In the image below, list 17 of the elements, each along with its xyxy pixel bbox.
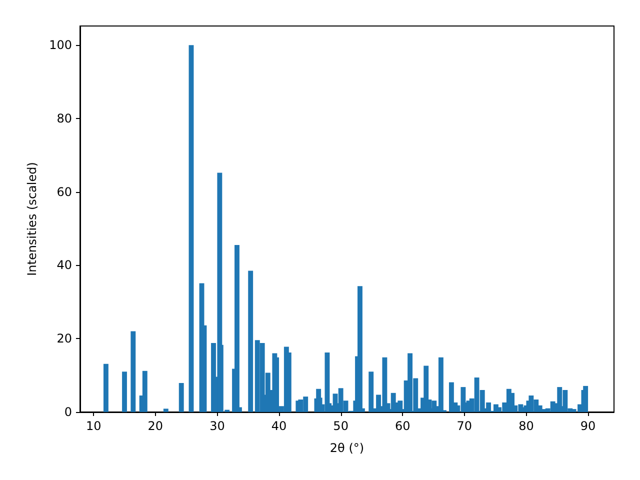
y-axis-title: Intensities (scaled) xyxy=(25,162,40,276)
x-tick-label: 10 xyxy=(86,419,102,433)
y-tick-label: 0 xyxy=(64,405,72,419)
x-tick-label: 20 xyxy=(148,419,164,433)
x-axis-title: 2θ (°) xyxy=(330,441,364,455)
y-tick-label: 40 xyxy=(56,258,72,272)
x-tick-label: 50 xyxy=(333,419,348,433)
y-tick-label: 60 xyxy=(56,184,72,199)
y-tick-label: 80 xyxy=(56,111,72,126)
x-tick-label: 60 xyxy=(394,419,410,433)
y-tick-label: 20 xyxy=(56,332,72,346)
y-tick-label: 100 xyxy=(49,38,72,52)
x-tick-label: 90 xyxy=(580,419,596,433)
x-tick-label: 70 xyxy=(456,419,472,433)
x-tick-label: 80 xyxy=(518,419,534,433)
x-tick-label: 40 xyxy=(271,419,287,433)
x-tick-label: 30 xyxy=(210,419,225,433)
